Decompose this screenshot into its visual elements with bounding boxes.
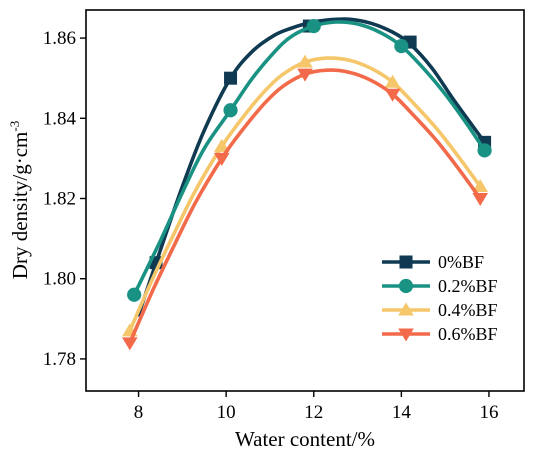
- data-point: [472, 178, 488, 192]
- series-3: [122, 68, 488, 351]
- legend-label: 0%BF: [438, 252, 484, 272]
- data-point: [472, 192, 488, 206]
- legend-label: 0.2%BF: [438, 276, 498, 296]
- data-point: [297, 54, 313, 68]
- data-point: [394, 38, 409, 54]
- legend-marker: [398, 278, 414, 294]
- data-point: [122, 337, 138, 351]
- legend-item: 0%BF: [382, 252, 484, 272]
- plot-frame: [85, 9, 525, 392]
- x-tick-label: 16: [479, 402, 498, 423]
- svg-text:Dry density/g·cm-3: Dry density/g·cm-3: [7, 121, 32, 279]
- legend-item: 0.2%BF: [382, 276, 498, 296]
- legend-marker: [398, 302, 414, 316]
- x-tick-label: 14: [392, 402, 412, 423]
- data-point: [297, 68, 313, 82]
- x-axis-ticks: 8 10 12 14 16: [134, 391, 498, 423]
- y-axis-ticks: 1.78 1.80 1.82 1.84 1.86: [43, 28, 86, 370]
- series-layer: [122, 17, 492, 351]
- legend-item: 0.6%BF: [382, 324, 498, 344]
- x-axis-title: Water content/%: [235, 427, 375, 451]
- series-2: [122, 54, 488, 337]
- data-point: [224, 71, 238, 85]
- series-1: [127, 18, 492, 302]
- y-axis-title-superscript: -3: [7, 121, 22, 132]
- y-tick-label: 1.82: [43, 188, 76, 209]
- data-point: [477, 143, 492, 158]
- data-point: [127, 287, 142, 302]
- data-point: [384, 88, 401, 102]
- y-tick-label: 1.84: [43, 108, 77, 129]
- legend-marker: [399, 255, 413, 269]
- legend: 0%BF 0.2%BF 0.4%BF 0.6%BF: [382, 252, 498, 344]
- y-tick-label: 1.86: [43, 28, 76, 49]
- series-line: [128, 68, 482, 345]
- legend-marker: [398, 328, 414, 342]
- data-point: [384, 74, 401, 88]
- legend-label: 0.4%BF: [438, 300, 498, 320]
- series-line: [136, 17, 487, 317]
- legend-label: 0.6%BF: [438, 324, 498, 344]
- y-tick-label: 1.78: [43, 349, 76, 370]
- data-point: [306, 18, 321, 34]
- data-point: [223, 103, 238, 118]
- x-tick-label: 10: [217, 402, 236, 423]
- y-axis-title: Dry density/g·cm-3: [7, 121, 32, 279]
- data-point: [213, 138, 230, 152]
- plot-area: 8 10 12 14 16 1.78 1.80 1.82 1.84 1.86: [43, 9, 525, 423]
- legend-item: 0.4%BF: [382, 300, 498, 320]
- y-tick-label: 1.80: [43, 269, 76, 290]
- x-tick-label: 12: [304, 402, 323, 423]
- x-tick-label: 8: [134, 402, 144, 423]
- data-point: [213, 152, 230, 166]
- y-axis-title-main: Dry density/g·cm: [8, 132, 32, 280]
